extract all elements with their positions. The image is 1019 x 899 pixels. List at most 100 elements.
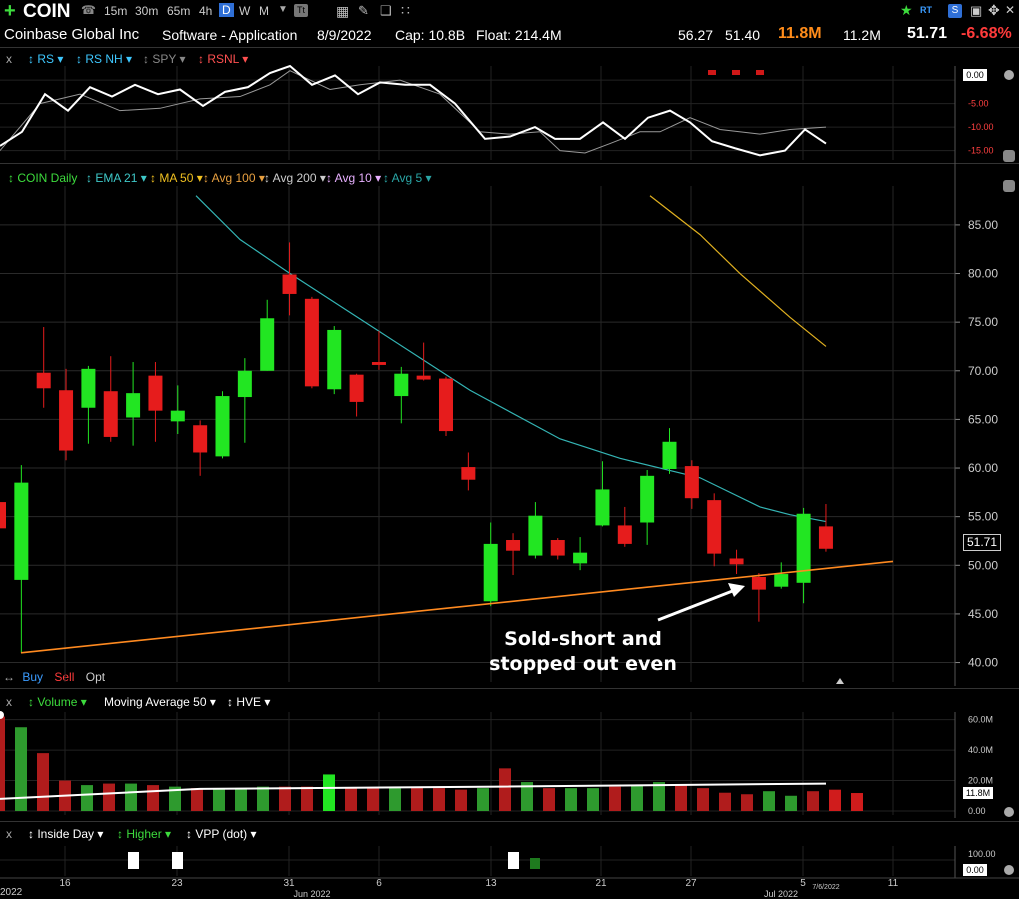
legend-inside-day[interactable]: ↕ Inside Day ▾ [28, 827, 104, 841]
volume-bar [367, 788, 379, 811]
axes: 40.0045.0050.0055.0060.0065.0070.0075.00… [0, 66, 1019, 899]
price-expand-icon [1003, 180, 1015, 192]
text-tool-icon[interactable]: Tt [294, 4, 308, 17]
quote-date: 8/9/2022 [317, 27, 372, 43]
rs-legend-rsnh[interactable]: ↕ RS NH ▾ [76, 52, 133, 66]
volume-bar [191, 788, 203, 811]
legend-avg10[interactable]: ↕ Avg 10 ▾ [326, 171, 382, 185]
legend-ema21[interactable]: ↕ EMA 21 ▾ [86, 171, 147, 185]
rs-markers [708, 70, 764, 75]
scroll-marker [836, 678, 844, 684]
volume-bar [521, 782, 533, 811]
bottom-panel-close-button[interactable]: x [6, 827, 12, 841]
move-icon[interactable]: ✥ [988, 2, 1000, 18]
chart-trading-icon[interactable]: ↔ [3, 670, 15, 684]
date-tick-label: 16 [59, 878, 71, 889]
legend-volume[interactable]: ↕ Volume ▾ [28, 695, 87, 709]
rs-legend-rs[interactable]: ↕ RS ▾ [28, 52, 64, 66]
legend-avg200[interactable]: ↕ Avg 200 ▾ [264, 171, 326, 185]
price-tick-label: 70.00 [968, 364, 998, 378]
date-tick-label: 5 [800, 878, 806, 889]
legend-coin-daily[interactable]: ↕ COIN Daily [8, 171, 78, 185]
legend-avg100[interactable]: ↕ Avg 100 ▾ [203, 171, 265, 185]
candle-body [349, 374, 364, 402]
options-button[interactable]: Opt [85, 670, 106, 684]
add-symbol-icon[interactable]: + [4, 0, 16, 22]
rs-legend-spy[interactable]: ↕ SPY ▾ [143, 52, 186, 66]
volume-bar [565, 788, 577, 811]
buy-button[interactable]: Buy [22, 670, 44, 684]
timeframe-65m[interactable]: 65m [167, 4, 191, 18]
candle-body [729, 558, 744, 565]
save-icon[interactable]: ▣ [970, 3, 983, 18]
candle-body [506, 540, 521, 551]
legend-volume-ma50[interactable]: Moving Average 50 ▾ [104, 695, 216, 709]
volume-bar [477, 788, 489, 811]
calculator-icon[interactable]: ▦ [336, 3, 350, 19]
legend-hve[interactable]: ↕ HVE ▾ [227, 695, 271, 709]
candle-body [662, 441, 677, 470]
date-tick-label: Jun 2022 [293, 889, 330, 899]
legend-ma50[interactable]: ↕ MA 50 ▾ [150, 171, 203, 185]
price-tick-label: 40.00 [968, 656, 998, 670]
candle-body [483, 543, 498, 602]
volume-bar [345, 788, 357, 811]
candle-body [751, 576, 766, 590]
volume-settings-icon [1004, 807, 1014, 817]
market-cap: Cap: 10.8B [395, 27, 466, 43]
volume-bar [125, 783, 137, 811]
volume-bar [829, 789, 841, 811]
bottom-grid [0, 846, 955, 876]
candle-body [148, 375, 163, 411]
price-tick-label: 80.00 [968, 267, 998, 281]
rs-panel-close-button[interactable]: x [6, 52, 12, 66]
close-icon[interactable]: ✕ [1005, 3, 1016, 17]
date-tick-label: 11 [888, 878, 899, 889]
volume-panel-divider [0, 821, 1019, 822]
annotation-arrow [657, 588, 736, 622]
alert-icon[interactable]: ☎ [81, 3, 96, 17]
legend-avg5[interactable]: ↕ Avg 5 ▾ [383, 171, 432, 185]
candle-body [260, 318, 275, 371]
rs-grid [0, 66, 955, 160]
candle-body [126, 393, 141, 418]
timeframe-weekly[interactable]: W [239, 4, 251, 18]
volume-bar [213, 788, 225, 811]
timeframe-15m[interactable]: 15m [104, 4, 128, 18]
rs-legend-rsnl[interactable]: ↕ RSNL ▾ [198, 52, 249, 66]
share-icon[interactable]: ∷ [401, 2, 410, 18]
favorite-star-icon[interactable]: ★ [900, 2, 913, 18]
candle-body [237, 370, 252, 398]
bottom-current-label: 0.00 [963, 864, 987, 876]
candle-body [215, 396, 230, 457]
inside-day-mark [128, 852, 139, 869]
sell-button[interactable]: Sell [54, 670, 75, 684]
volume-bar [587, 788, 599, 811]
date-tick-label: 31 [283, 878, 295, 889]
candle-body [36, 372, 51, 389]
legend-vpp[interactable]: ↕ VPP (dot) ▾ [186, 827, 257, 841]
volume-bar [323, 774, 335, 811]
timeframe-monthly[interactable]: M [259, 4, 269, 18]
legend-higher[interactable]: ↕ Higher ▾ [117, 827, 172, 841]
annotation-line-2: stopped out even [489, 653, 677, 675]
realtime-icon[interactable]: RT [920, 5, 932, 15]
timeframe-dropdown-icon[interactable]: ▼ [278, 4, 288, 15]
candle-body [707, 500, 722, 554]
date-tick-label: 2022 [0, 887, 23, 898]
price-tick-label: 65.00 [968, 412, 998, 426]
copy-icon[interactable]: ❑ [380, 3, 392, 18]
volume-panel-close-button[interactable]: x [6, 695, 12, 709]
timeframe-30m[interactable]: 30m [135, 4, 159, 18]
rs-panel-divider [0, 163, 1019, 164]
pencil-icon[interactable]: ✎ [358, 3, 369, 18]
timeframe-4h[interactable]: 4h [199, 4, 213, 18]
annotation-arrowhead [728, 583, 745, 597]
price-tick-label: 60.00 [968, 461, 998, 475]
quote-info-bar: Coinbase Global Inc Software - Applicati… [0, 23, 1019, 48]
annotation-line-1: Sold-short and [504, 628, 662, 650]
scan-icon[interactable]: S [948, 4, 962, 18]
symbol-ticker[interactable]: COIN [23, 1, 71, 22]
timeframe-daily[interactable]: D [219, 3, 234, 17]
